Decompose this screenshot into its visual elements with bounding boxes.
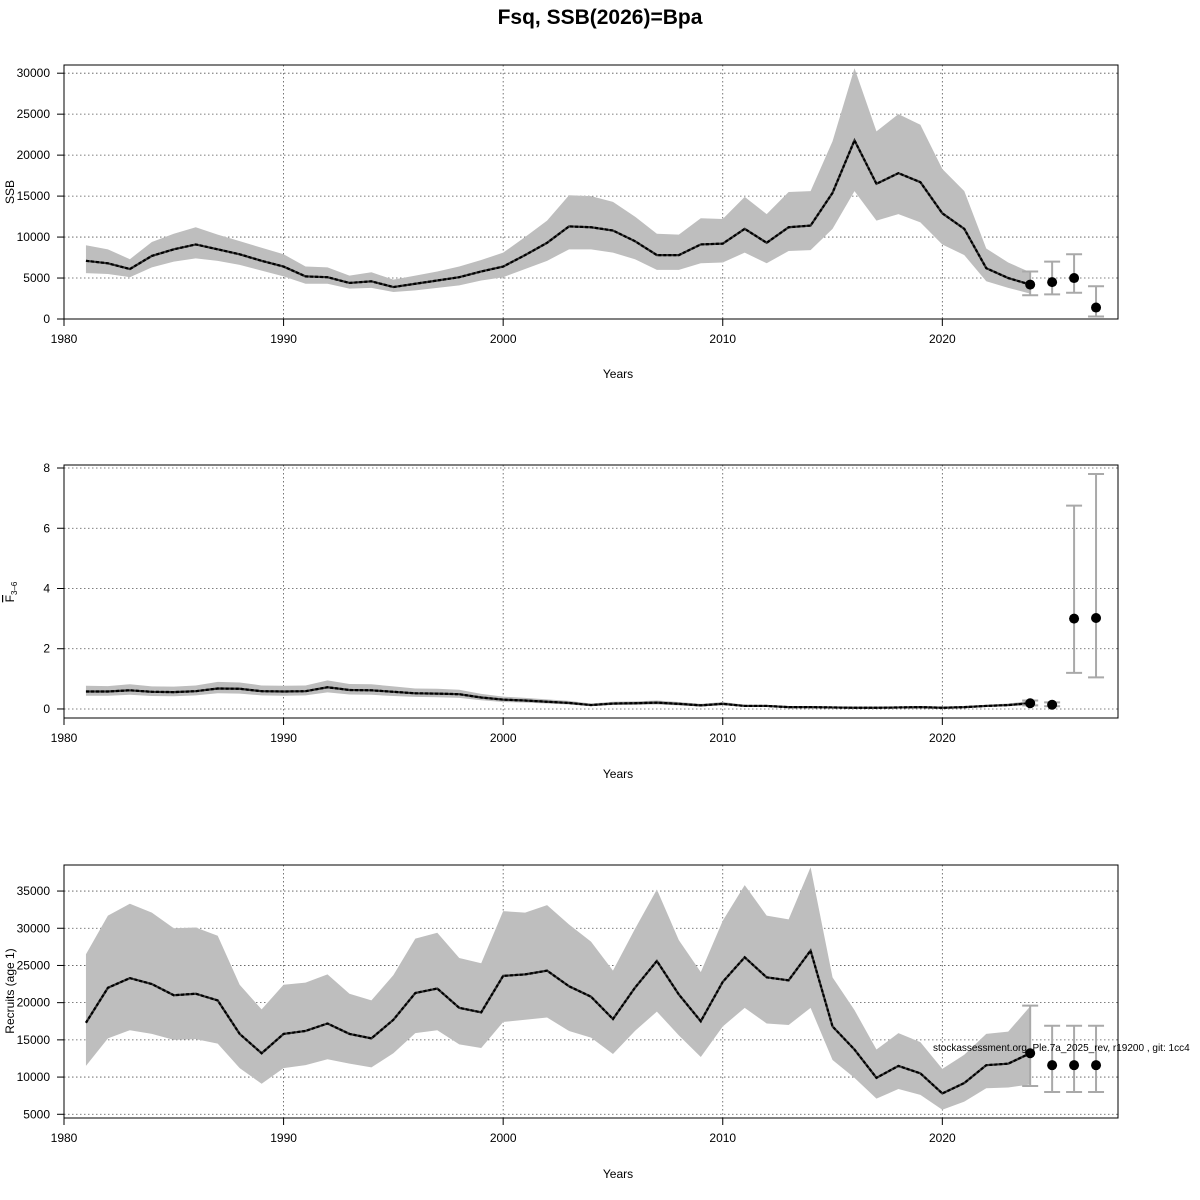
recruits-y-tick-label: 15000 bbox=[17, 1033, 51, 1047]
recruits-panel: 1980 1990 2000 2010 2020 5000 10000 15000 20000 2… bbox=[3, 864, 1119, 1181]
ssb-y-tick-label: 0 bbox=[43, 312, 50, 326]
ssb-x-tick-label: 2000 bbox=[490, 332, 517, 346]
recruits-y-tick-label: 5000 bbox=[23, 1107, 50, 1121]
ssb-y-tick-label: 5000 bbox=[23, 271, 50, 285]
fbar-y-tick-label: 6 bbox=[43, 521, 50, 535]
fbar-forecast-point bbox=[1069, 613, 1080, 624]
ssb-estimate-dashes bbox=[85, 137, 1031, 289]
recruits-y-tick-label: 20000 bbox=[17, 996, 51, 1010]
ssb-confidence-band bbox=[85, 68, 1031, 294]
ssb-forecast-point bbox=[1069, 273, 1080, 284]
recruits-x-axis-label: Years bbox=[603, 1167, 633, 1181]
ssb-x-axis-label: Years bbox=[603, 367, 633, 381]
fbar-forecast-point bbox=[1025, 698, 1036, 709]
recruits-forecast-point bbox=[1069, 1060, 1080, 1071]
fbar-y-tick-label: 8 bbox=[43, 461, 50, 475]
ssb-y-tick-label: 25000 bbox=[17, 107, 51, 121]
recruits-x-tick-label: 1980 bbox=[51, 1131, 78, 1145]
recruits-y-axis-label: Recruits (age 1) bbox=[3, 948, 17, 1033]
ssb-forecast-point bbox=[1047, 277, 1058, 288]
recruits-y-tick-label: 30000 bbox=[17, 921, 51, 935]
fbar-plot-frame bbox=[63, 464, 1119, 719]
fbar-y-tick-label: 2 bbox=[43, 642, 50, 656]
fbar-x-tick-label: 2020 bbox=[929, 731, 956, 745]
recruits-y-tick-label: 25000 bbox=[17, 958, 51, 972]
ssb-y-tick-label: 30000 bbox=[17, 66, 51, 80]
fbar-panel: 1980 1990 2000 2010 2020 0 2 4 6 8 Years F3–6 bbox=[3, 461, 1119, 781]
ssb-y-tick-label: 10000 bbox=[17, 230, 51, 244]
fbar-y-tick-label: 4 bbox=[43, 581, 50, 595]
fbar-x-tick-label: 1980 bbox=[51, 731, 78, 745]
recruits-forecast-point bbox=[1025, 1048, 1036, 1059]
fbar-y-tick-label: 0 bbox=[43, 702, 50, 716]
ssb-x-tick-label: 2020 bbox=[929, 332, 956, 346]
fbar-x-tick-label: 2000 bbox=[490, 731, 517, 745]
ssb-x-tick-label: 2010 bbox=[709, 332, 736, 346]
fbar-forecast-point bbox=[1091, 613, 1102, 624]
recruits-x-tick-label: 1990 bbox=[270, 1131, 297, 1145]
recruits-confidence-band bbox=[85, 867, 1031, 1110]
ssb-y-axis-label: SSB bbox=[3, 180, 17, 204]
ssb-x-tick-label: 1980 bbox=[51, 332, 78, 346]
fbar-x-tick-label: 1990 bbox=[270, 731, 297, 745]
ssb-forecast-point bbox=[1025, 279, 1036, 290]
ssb-plot-frame bbox=[63, 64, 1119, 320]
recruits-estimate-dashes bbox=[85, 948, 1031, 1095]
ssb-x-tick-label: 1990 bbox=[270, 332, 297, 346]
fbar-x-tick-label: 2010 bbox=[709, 731, 736, 745]
recruits-x-tick-label: 2000 bbox=[490, 1131, 517, 1145]
recruits-forecast-point bbox=[1091, 1060, 1102, 1071]
ssb-y-tick-label: 20000 bbox=[17, 148, 51, 162]
recruits-plot-frame bbox=[63, 864, 1119, 1119]
recruits-y-tick-label: 35000 bbox=[17, 884, 51, 898]
panels: 1980 1990 2000 2010 202005000100001500020000… bbox=[3, 64, 1119, 1181]
ssb-forecast-point bbox=[1091, 302, 1102, 313]
recruits-x-tick-label: 2020 bbox=[929, 1131, 956, 1145]
fbar-estimate-dashes bbox=[85, 686, 1031, 709]
source-footnote: stockassessment.org, Ple.7a_2025_rev, r1… bbox=[933, 1043, 1190, 1054]
ssb-y-tick-label: 15000 bbox=[17, 189, 51, 203]
figure-title: Fsq, SSB(2026)=Bpa bbox=[498, 6, 703, 29]
recruits-forecast-point bbox=[1047, 1060, 1058, 1071]
fbar-y-axis-label: F3–6 bbox=[3, 581, 19, 602]
fbar-forecast-point bbox=[1047, 699, 1058, 710]
recruits-y-tick-label: 10000 bbox=[17, 1070, 51, 1084]
recruits-x-tick-label: 2010 bbox=[709, 1131, 736, 1145]
fbar-x-axis-label: Years bbox=[603, 767, 633, 781]
ssb-panel: 1980 1990 2000 2010 2020 0 5000 10000 15000 20000… bbox=[3, 64, 1119, 381]
